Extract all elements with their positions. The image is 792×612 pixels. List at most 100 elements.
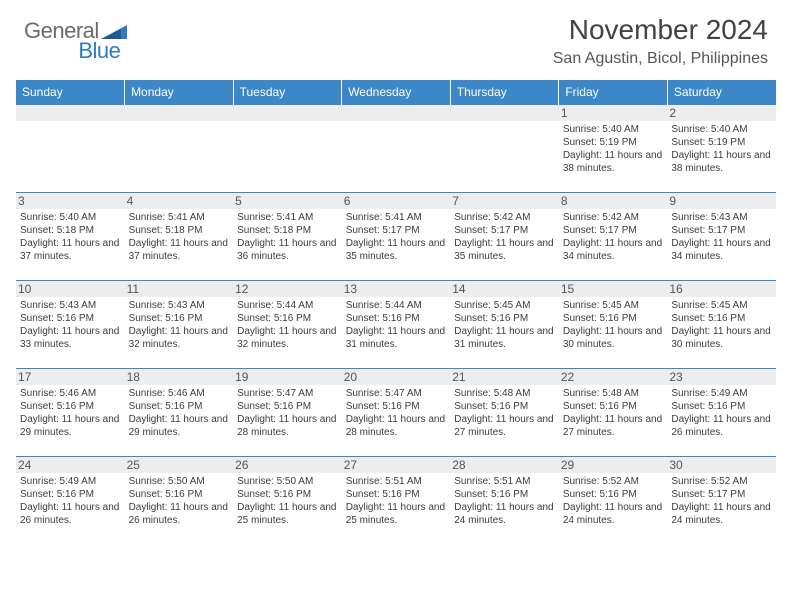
- calendar-day-cell: 24 Sunrise: 5:49 AMSunset: 5:16 PMDayligh…: [16, 457, 125, 545]
- day-number: [233, 105, 342, 121]
- day-detail-text: Sunrise: 5:42 AMSunset: 5:17 PMDaylight:…: [563, 211, 664, 263]
- calendar-day-cell: 12Sunrise: 5:44 AMSunset: 5:16 PMDayligh…: [233, 281, 342, 369]
- calendar-week-row: 10Sunrise: 5:43 AMSunset: 5:16 PMDayligh…: [16, 281, 776, 369]
- calendar-day-cell: 17Sunrise: 5:46 AMSunset: 5:16 PMDayligh…: [16, 369, 125, 457]
- day-number: 4: [125, 193, 234, 209]
- weekday-tuesday: Tuesday: [233, 80, 342, 105]
- day-number: 29: [559, 457, 668, 473]
- day-detail-text: Sunrise: 5:45 AMSunset: 5:16 PMDaylight:…: [671, 299, 772, 351]
- day-detail-text: Sunrise: 5:46 AMSunset: 5:16 PMDaylight:…: [129, 387, 230, 439]
- day-number: 26: [233, 457, 342, 473]
- calendar-week-row: 17Sunrise: 5:46 AMSunset: 5:16 PMDayligh…: [16, 369, 776, 457]
- calendar-day-cell: 30 Sunrise: 5:52 AMSunset: 5:17 PMDayligh…: [667, 457, 776, 545]
- calendar-day-cell: 27Sunrise: 5:51 AMSunset: 5:16 PMDayligh…: [342, 457, 451, 545]
- day-detail-text: Sunrise: 5:40 AMSunset: 5:19 PMDaylight:…: [671, 123, 772, 175]
- title-block: November 2024 San Agustin, Bicol, Philip…: [553, 14, 768, 68]
- weekday-monday: Monday: [125, 80, 234, 105]
- day-detail-text: Sunrise: 5:47 AMSunset: 5:16 PMDaylight:…: [237, 387, 338, 439]
- calendar-week-row: 1Sunrise: 5:40 AMSunset: 5:19 PMDaylight…: [16, 105, 776, 193]
- calendar-day-cell: 22 Sunrise: 5:48 AMSunset: 5:16 PMDayligh…: [559, 369, 668, 457]
- calendar-day-cell: 16Sunrise: 5:45 AMSunset: 5:16 PMDayligh…: [667, 281, 776, 369]
- calendar-day-cell: 28 Sunrise: 5:51 AMSunset: 5:16 PMDayligh…: [450, 457, 559, 545]
- day-detail-text: Sunrise: 5:48 AMSunset: 5:16 PMDaylight:…: [454, 387, 555, 439]
- day-number: 6: [342, 193, 451, 209]
- calendar-day-cell: [233, 105, 342, 193]
- calendar-day-cell: 21Sunrise: 5:48 AMSunset: 5:16 PMDayligh…: [450, 369, 559, 457]
- day-number: 10: [16, 281, 125, 297]
- day-number: [342, 105, 451, 121]
- calendar-day-cell: 23Sunrise: 5:49 AMSunset: 5:16 PMDayligh…: [667, 369, 776, 457]
- calendar-day-cell: [450, 105, 559, 193]
- day-number: 15: [559, 281, 668, 297]
- day-number: 7: [450, 193, 559, 209]
- day-number: 30: [667, 457, 776, 473]
- day-number: 22: [559, 369, 668, 385]
- day-detail-text: Sunrise: 5:49 AMSunset: 5:16 PMDaylight:…: [20, 475, 121, 527]
- day-number: 3: [16, 193, 125, 209]
- day-number: 28: [450, 457, 559, 473]
- day-number: 2: [667, 105, 776, 121]
- day-detail-text: Sunrise: 5:45 AMSunset: 5:16 PMDaylight:…: [454, 299, 555, 351]
- calendar-day-cell: [342, 105, 451, 193]
- day-number: 18: [125, 369, 234, 385]
- day-detail-text: Sunrise: 5:48 AMSunset: 5:16 PMDaylight:…: [563, 387, 664, 439]
- day-detail-text: Sunrise: 5:52 AMSunset: 5:16 PMDaylight:…: [563, 475, 664, 527]
- day-detail-text: Sunrise: 5:44 AMSunset: 5:16 PMDaylight:…: [237, 299, 338, 351]
- calendar-day-cell: [16, 105, 125, 193]
- day-number: 27: [342, 457, 451, 473]
- calendar-day-cell: [125, 105, 234, 193]
- header: General Blue November 2024 San Agustin, …: [0, 0, 792, 76]
- day-detail-text: Sunrise: 5:45 AMSunset: 5:16 PMDaylight:…: [563, 299, 664, 351]
- calendar-day-cell: 15 Sunrise: 5:45 AMSunset: 5:16 PMDayligh…: [559, 281, 668, 369]
- day-number: [16, 105, 125, 121]
- day-detail-text: Sunrise: 5:44 AMSunset: 5:16 PMDaylight:…: [346, 299, 447, 351]
- calendar-day-cell: 26 Sunrise: 5:50 AMSunset: 5:16 PMDayligh…: [233, 457, 342, 545]
- day-detail-text: Sunrise: 5:43 AMSunset: 5:17 PMDaylight:…: [671, 211, 772, 263]
- day-detail-text: Sunrise: 5:40 AMSunset: 5:19 PMDaylight:…: [563, 123, 664, 175]
- calendar-day-cell: 18 Sunrise: 5:46 AMSunset: 5:16 PMDayligh…: [125, 369, 234, 457]
- day-detail-text: Sunrise: 5:40 AMSunset: 5:18 PMDaylight:…: [20, 211, 121, 263]
- day-detail-text: Sunrise: 5:50 AMSunset: 5:16 PMDaylight:…: [129, 475, 230, 527]
- calendar-day-cell: 11Sunrise: 5:43 AMSunset: 5:16 PMDayligh…: [125, 281, 234, 369]
- day-number: [125, 105, 234, 121]
- day-detail-text: Sunrise: 5:41 AMSunset: 5:17 PMDaylight:…: [346, 211, 447, 263]
- weekday-saturday: Saturday: [667, 80, 776, 105]
- day-number: 9: [667, 193, 776, 209]
- calendar-day-cell: 20Sunrise: 5:47 AMSunset: 5:16 PMDayligh…: [342, 369, 451, 457]
- calendar-day-cell: 4 Sunrise: 5:41 AMSunset: 5:18 PMDaylight…: [125, 193, 234, 281]
- weekday-friday: Friday: [559, 80, 668, 105]
- location-text: San Agustin, Bicol, Philippines: [553, 50, 768, 68]
- day-detail-text: Sunrise: 5:43 AMSunset: 5:16 PMDaylight:…: [129, 299, 230, 351]
- calendar-day-cell: 8 Sunrise: 5:42 AMSunset: 5:17 PMDaylight…: [559, 193, 668, 281]
- weekday-header-row: Sunday Monday Tuesday Wednesday Thursday…: [16, 80, 776, 105]
- calendar-day-cell: 7 Sunrise: 5:42 AMSunset: 5:17 PMDaylight…: [450, 193, 559, 281]
- calendar-table: Sunday Monday Tuesday Wednesday Thursday…: [16, 80, 776, 545]
- weekday-sunday: Sunday: [16, 80, 125, 105]
- day-detail-text: Sunrise: 5:46 AMSunset: 5:16 PMDaylight:…: [20, 387, 121, 439]
- day-number: 5: [233, 193, 342, 209]
- logo-text-blue: Blue: [78, 38, 120, 64]
- calendar-day-cell: 1Sunrise: 5:40 AMSunset: 5:19 PMDaylight…: [559, 105, 668, 193]
- day-detail-text: Sunrise: 5:49 AMSunset: 5:16 PMDaylight:…: [671, 387, 772, 439]
- month-title: November 2024: [553, 14, 768, 46]
- day-detail-text: Sunrise: 5:41 AMSunset: 5:18 PMDaylight:…: [129, 211, 230, 263]
- day-number: 19: [233, 369, 342, 385]
- calendar-day-cell: 25 Sunrise: 5:50 AMSunset: 5:16 PMDayligh…: [125, 457, 234, 545]
- calendar-day-cell: 5Sunrise: 5:41 AMSunset: 5:18 PMDaylight…: [233, 193, 342, 281]
- calendar-week-row: 24 Sunrise: 5:49 AMSunset: 5:16 PMDayligh…: [16, 457, 776, 545]
- day-number: 8: [559, 193, 668, 209]
- calendar-day-cell: 3 Sunrise: 5:40 AMSunset: 5:18 PMDaylight…: [16, 193, 125, 281]
- day-number: 24: [16, 457, 125, 473]
- day-detail-text: Sunrise: 5:47 AMSunset: 5:16 PMDaylight:…: [346, 387, 447, 439]
- day-detail-text: Sunrise: 5:50 AMSunset: 5:16 PMDaylight:…: [237, 475, 338, 527]
- weekday-thursday: Thursday: [450, 80, 559, 105]
- day-number: 14: [450, 281, 559, 297]
- calendar-day-cell: 13Sunrise: 5:44 AMSunset: 5:16 PMDayligh…: [342, 281, 451, 369]
- calendar-day-cell: 6 Sunrise: 5:41 AMSunset: 5:17 PMDaylight…: [342, 193, 451, 281]
- day-number: 25: [125, 457, 234, 473]
- day-detail-text: Sunrise: 5:51 AMSunset: 5:16 PMDaylight:…: [454, 475, 555, 527]
- day-detail-text: Sunrise: 5:52 AMSunset: 5:17 PMDaylight:…: [671, 475, 772, 527]
- calendar-day-cell: 9 Sunrise: 5:43 AMSunset: 5:17 PMDaylight…: [667, 193, 776, 281]
- calendar-day-cell: 14 Sunrise: 5:45 AMSunset: 5:16 PMDayligh…: [450, 281, 559, 369]
- day-detail-text: Sunrise: 5:42 AMSunset: 5:17 PMDaylight:…: [454, 211, 555, 263]
